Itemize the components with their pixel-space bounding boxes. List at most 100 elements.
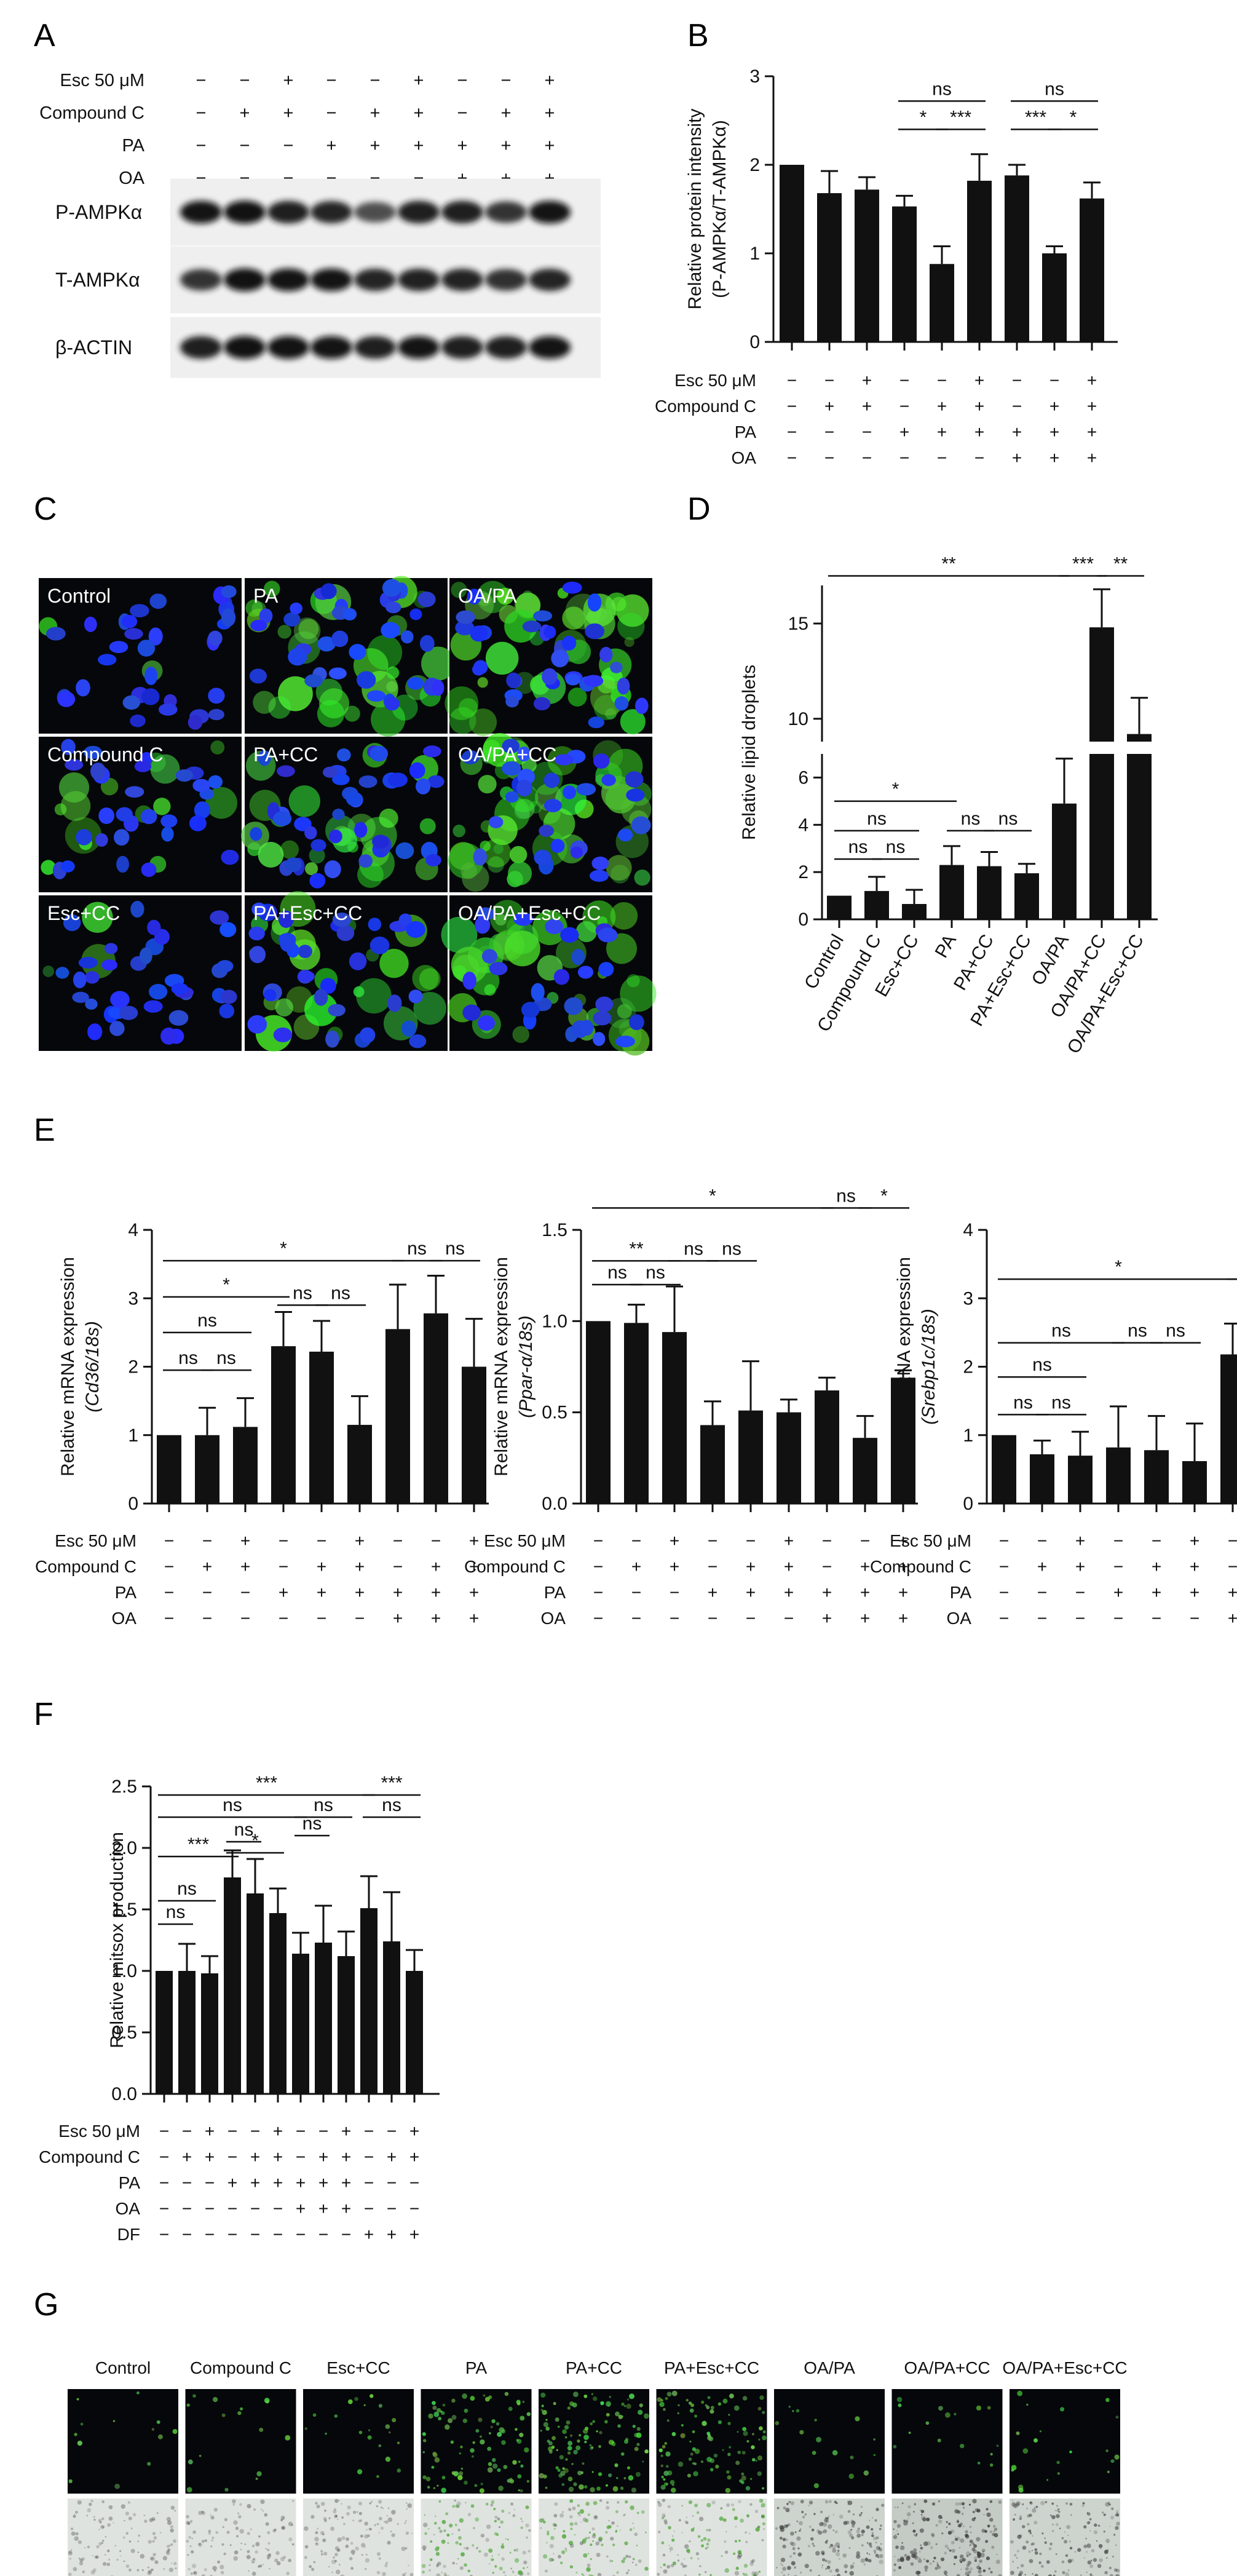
- brightfield-speck: [621, 2559, 625, 2564]
- brightfield-speck: [657, 2502, 662, 2507]
- nucleus: [188, 715, 203, 730]
- nucleus: [247, 1015, 267, 1034]
- factor-sign: +: [1152, 1583, 1161, 1602]
- nucleus: [304, 674, 323, 688]
- fluorescence-speck: [460, 2467, 464, 2470]
- nucleus: [125, 786, 144, 798]
- brightfield-speck: [459, 2518, 464, 2523]
- nucleus: [141, 862, 157, 878]
- brightfield-speck: [745, 2540, 748, 2543]
- nucleus: [171, 983, 189, 995]
- fluorescence-speck: [188, 2459, 193, 2465]
- blot-band: [441, 268, 483, 291]
- factor-row-label: OA: [947, 1609, 972, 1628]
- brightfield-speck: [477, 2546, 479, 2548]
- fluorescence-speck: [545, 2426, 550, 2431]
- brightfield-speck: [467, 2569, 471, 2573]
- brightfield-speck: [586, 2567, 591, 2572]
- brightfield-speck: [512, 2571, 515, 2574]
- lipid-droplet-signal: [617, 1004, 632, 1019]
- factor-sign: +: [318, 2147, 328, 2166]
- sig-label: *: [1115, 1257, 1122, 1277]
- fluorescence-speck: [737, 2431, 739, 2433]
- brightfield-speck: [955, 2502, 959, 2507]
- brightfield-speck: [689, 2540, 691, 2543]
- brightfield-speck: [804, 2564, 809, 2569]
- lipid-droplet-signal: [480, 840, 491, 852]
- brightfield-speck: [1053, 2574, 1056, 2576]
- factor-sign: −: [240, 1583, 250, 1602]
- fluorescence-speck: [1105, 2449, 1109, 2452]
- fluorescence-speck: [584, 2440, 587, 2444]
- factor-sign: +: [182, 2147, 192, 2166]
- brightfield-speck: [809, 2500, 813, 2505]
- brightfield-speck: [852, 2524, 855, 2528]
- brightfield-speck: [1061, 2560, 1065, 2564]
- brightfield-speck: [350, 2550, 355, 2554]
- factor-sign: +: [1049, 397, 1059, 416]
- brightfield-speck: [897, 2507, 899, 2508]
- brightfield-speck: [214, 2569, 216, 2572]
- brightfield-speck: [77, 2540, 82, 2545]
- factor-sign: −: [202, 1583, 212, 1602]
- fluorescence-speck: [681, 2423, 684, 2427]
- brightfield-speck: [1056, 2505, 1058, 2507]
- brightfield-speck: [1089, 2573, 1093, 2576]
- brightfield-speck: [1048, 2547, 1052, 2551]
- brightfield-speck: [99, 2521, 102, 2524]
- fluorescence-speck: [304, 2427, 307, 2430]
- nucleus: [409, 608, 422, 620]
- brightfield-speck: [641, 2510, 645, 2514]
- factor-sign: +: [469, 1557, 479, 1576]
- brightfield-speck: [893, 2563, 896, 2566]
- micrograph-background: [68, 2389, 178, 2494]
- fluorescence-speck: [569, 2401, 574, 2406]
- brightfield-speck: [686, 2548, 690, 2553]
- brightfield-speck: [239, 2503, 242, 2507]
- brightfield-speck: [1116, 2521, 1120, 2526]
- fluorescence-speck: [376, 2475, 379, 2478]
- brightfield-speck: [963, 2507, 965, 2509]
- brightfield-speck: [931, 2502, 936, 2506]
- factor-sign: −: [326, 71, 337, 90]
- brightfield-speck: [382, 2572, 386, 2576]
- brightfield-speck: [323, 2516, 327, 2521]
- brightfield-speck: [345, 2544, 349, 2548]
- brightfield-speck: [369, 2502, 372, 2505]
- lipid-droplet-signal: [309, 847, 325, 864]
- fluorescence-speck: [487, 2446, 492, 2451]
- brightfield-speck: [848, 2546, 851, 2549]
- bar: [195, 1435, 219, 1504]
- y-tick-label: 0.5: [542, 1403, 567, 1423]
- factor-sign: +: [670, 1531, 679, 1550]
- factor-sign: −: [159, 2147, 169, 2166]
- fluorescence-speck: [813, 2483, 819, 2489]
- fluorescence-speck: [347, 2399, 353, 2404]
- brightfield-speck: [789, 2555, 792, 2558]
- fluorescence-speck: [562, 2467, 565, 2470]
- factor-sign: −: [974, 448, 984, 467]
- brightfield-speck: [1069, 2540, 1071, 2543]
- factor-sign: +: [1113, 1583, 1123, 1602]
- brightfield-speck: [954, 2555, 957, 2559]
- brightfield-speck: [919, 2551, 921, 2553]
- nucleus: [283, 612, 301, 627]
- bar: [1127, 734, 1152, 742]
- brightfield-speck: [875, 2542, 877, 2543]
- nucleus: [571, 948, 585, 965]
- brightfield-speck: [922, 2517, 927, 2522]
- brightfield-speck: [973, 2543, 975, 2545]
- brightfield-speck: [986, 2512, 991, 2518]
- fluorescence-speck: [442, 2403, 446, 2407]
- blot-band: [224, 336, 266, 359]
- brightfield-speck: [972, 2499, 977, 2503]
- brightfield-speck: [405, 2546, 408, 2550]
- lipid-droplet-signal: [504, 609, 537, 643]
- nucleus: [130, 604, 149, 617]
- brightfield-speck: [221, 2543, 224, 2546]
- brightfield-speck: [404, 2522, 406, 2524]
- blot-band: [354, 202, 396, 223]
- factor-sign: +: [1190, 1531, 1199, 1550]
- brightfield-speck: [1097, 2564, 1102, 2569]
- brightfield-speck: [201, 2574, 205, 2576]
